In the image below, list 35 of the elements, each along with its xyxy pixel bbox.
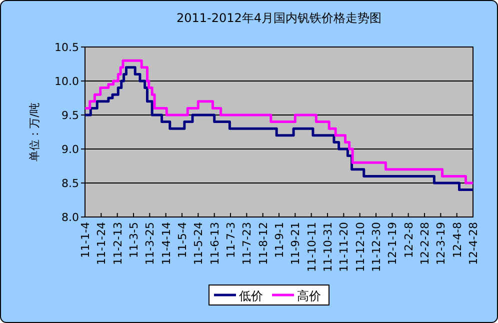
x-tick-label: 11-5-4 [176,222,189,258]
x-tick-label: 11-10-11 [305,222,318,272]
x-tick-label: 11-6-13 [208,222,222,265]
legend-label: 低价 [239,289,263,303]
y-tick-label: 10.0 [54,75,79,88]
y-tick-label: 9.5 [62,109,79,122]
x-tick-label: 11-11-20 [338,222,351,272]
x-tick-label: 11-8-12 [256,222,270,265]
x-tick-label: 11-12-10 [354,222,367,272]
x-tick-label: 11-12-30 [370,222,383,272]
y-tick-label: 8.5 [62,177,79,190]
x-tick-label: 12-2-28 [418,222,432,265]
x-tick-label: 11-7-3 [224,222,238,258]
x-tick-label: 11-4-14 [160,222,173,265]
y-tick-label: 10.5 [54,41,79,54]
x-tick-label: 11-2-13 [111,222,124,265]
x-tick-label: 12-3-19 [434,222,448,265]
chart-title: 2011-2012年4月国内钒铁价格走势图 [176,11,382,25]
x-tick-label: 12-2-8 [402,222,416,258]
x-tick-label: 11-5-24 [192,222,206,265]
x-tick-label: 12-4-28 [467,222,480,265]
y-tick-label: 9.0 [62,143,79,156]
x-tick-label: 11-1-24 [95,222,108,265]
x-tick-label: 11-3-25 [144,222,157,265]
y-tick-label: 8.0 [62,211,79,224]
x-tick-label: 11-7-23 [240,222,254,265]
x-tick-label: 11-3-5 [128,222,140,258]
x-tick-label: 12-4-8 [450,222,464,258]
x-tick-label: 11-9-21 [289,222,302,265]
legend-label: 高价 [297,289,321,303]
x-tick-label: 11-9-1 [273,222,286,258]
x-tick-label: 12-1-19 [386,222,400,265]
x-tick-label: 11-10-31 [322,222,334,272]
y-axis-title: 单位：万/吨 [28,102,41,162]
x-tick-label: 11-1-4 [79,222,92,258]
